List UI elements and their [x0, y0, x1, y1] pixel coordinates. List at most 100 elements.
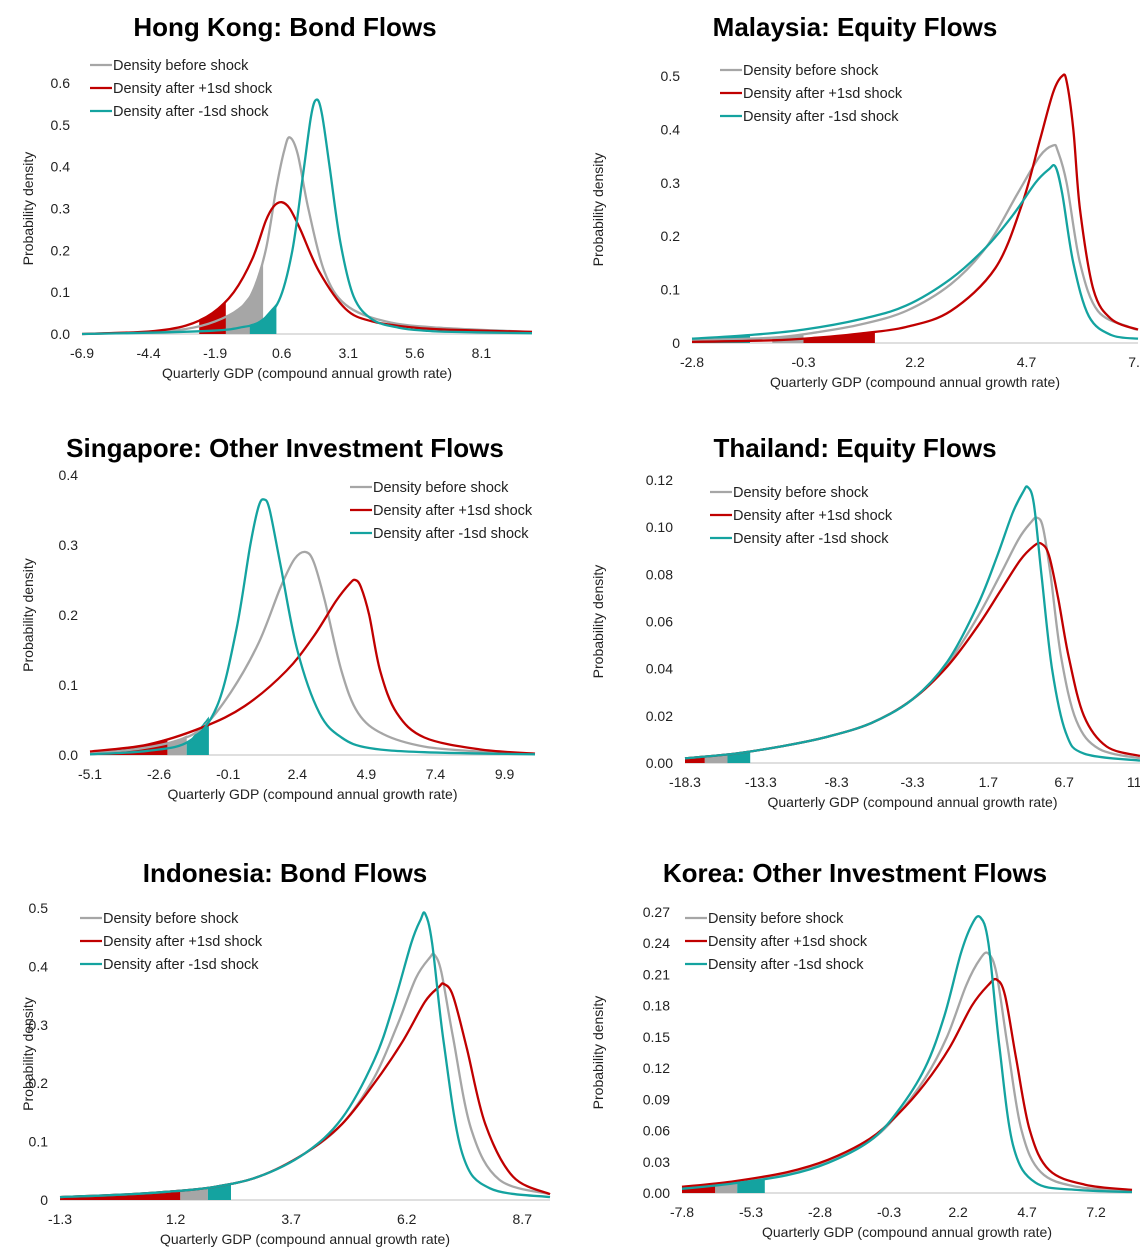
x-tick-label: -7.8	[670, 1204, 694, 1220]
y-tick-label: 0.4	[661, 121, 681, 137]
y-tick-label: 0.12	[643, 1060, 670, 1076]
series-line-before	[681, 951, 1133, 1193]
x-tick-label: 2.4	[288, 766, 308, 782]
y-tick-label: 0.00	[643, 1185, 670, 1201]
series-line-plus-shock	[89, 578, 536, 755]
chart-panel-malaysia-equity-flows: Malaysia: Equity Flows 0 0.1 0.2 0.3 0.4 0.5 -2…	[570, 0, 1140, 400]
y-axis-label: Probability density	[590, 996, 606, 1110]
legend-label: Density after -1sd shock	[103, 957, 259, 973]
legend-label: Density before shock	[733, 485, 869, 501]
y-tick-label: 0.15	[643, 1029, 670, 1045]
y-tick-label: 0.5	[51, 117, 71, 133]
x-tick-label: -1.9	[203, 345, 227, 361]
x-tick-label: -2.8	[680, 354, 704, 370]
y-tick-label: 0.4	[29, 958, 49, 974]
y-tick-label: 0.2	[59, 607, 79, 623]
y-axis-label: Probability density	[20, 558, 36, 672]
series-line-plus-shock	[691, 73, 1139, 344]
y-tick-label: 0.03	[643, 1154, 670, 1170]
series-line-plus-shock	[81, 201, 533, 336]
chart-svg: 0.0 0.1 0.2 0.3 0.4 0.5 0.6 -6.9 -4.4 -1.9 0.6 3.1 5…	[20, 58, 533, 381]
legend-label: Density after -1sd shock	[373, 526, 529, 542]
chart-panel-singapore-other-investment-flows: Singapore: Other Investment Flows 0.0 0.1 0…	[0, 425, 570, 825]
x-tick-label: 1.2	[166, 1211, 186, 1227]
legend-label: Density before shock	[103, 911, 239, 927]
x-tick-label: -4.4	[137, 345, 161, 361]
chart-svg: 0 0.1 0.2 0.3 0.4 0.5 -2.8 -0.3 2.2 4.7 7.2 Quarter…	[590, 63, 1140, 390]
chart-title: Singapore: Other Investment Flows	[66, 433, 504, 463]
x-tick-label: -5.3	[739, 1204, 763, 1220]
legend-label: Density after +1sd shock	[743, 86, 903, 102]
x-tick-label: 8.1	[472, 345, 492, 361]
y-tick-label: 0.08	[646, 566, 673, 582]
chart-svg: 0.00 0.03 0.06 0.09 0.12 0.15 0.18 0.21 0.24 0.27…	[590, 904, 1133, 1240]
y-tick-label: 0.06	[646, 614, 673, 630]
x-tick-label: 0.6	[272, 345, 292, 361]
y-tick-label: 0.6	[51, 75, 71, 91]
x-tick-label: -18.3	[669, 774, 701, 790]
x-axis-label: Quarterly GDP (compound annual growth ra…	[762, 1224, 1052, 1240]
x-tick-label: -2.6	[147, 766, 171, 782]
legend-label: Density after -1sd shock	[743, 109, 899, 125]
legend-label: Density after -1sd shock	[113, 104, 269, 120]
y-tick-label: 0.18	[643, 998, 670, 1014]
y-tick-label: 0.3	[29, 1017, 49, 1033]
chart-title: Indonesia: Bond Flows	[142, 858, 428, 888]
legend-label: Density after -1sd shock	[733, 531, 889, 547]
legend-label: Density after +1sd shock	[373, 503, 533, 519]
y-tick-label: 0.21	[643, 966, 670, 982]
series-line-minus-shock	[81, 98, 533, 336]
x-tick-label: -3.3	[900, 774, 924, 790]
series-line-before	[89, 550, 536, 755]
y-tick-label: 0	[40, 1192, 48, 1208]
y-tick-label: 0.0	[59, 747, 79, 763]
y-tick-label: 0.5	[29, 900, 49, 916]
x-axis-label: Quarterly GDP (compound annual growth ra…	[768, 794, 1058, 810]
chart-svg: 0.00 0.02 0.04 0.06 0.08 0.10 0.12 -18.3 -13.3 -8…	[590, 472, 1140, 810]
x-tick-label: -0.3	[877, 1204, 901, 1220]
x-tick-label: -13.3	[745, 774, 777, 790]
y-tick-label: 0.0	[51, 326, 71, 342]
legend-label: Density before shock	[373, 480, 509, 496]
series-line-minus-shock	[681, 915, 1133, 1194]
x-tick-label: 6.2	[397, 1211, 417, 1227]
chart-panel-thailand-equity-flows: Thailand: Equity Flows 0.00 0.02 0.04 0.06 0.…	[570, 425, 1140, 825]
legend-label: Density before shock	[708, 911, 844, 927]
tail-shade-before	[215, 258, 264, 334]
x-tick-label: 6.7	[1054, 774, 1074, 790]
x-tick-label: 2.2	[905, 354, 925, 370]
y-tick-label: 0.02	[646, 708, 673, 724]
y-tick-label: 0.5	[661, 68, 681, 84]
x-tick-label: -0.1	[216, 766, 240, 782]
legend-label: Density after -1sd shock	[708, 957, 864, 973]
y-tick-label: 0.09	[643, 1091, 670, 1107]
x-tick-label: -2.8	[808, 1204, 832, 1220]
x-tick-label: -8.3	[825, 774, 849, 790]
chart-svg: 0.0 0.1 0.2 0.3 0.4 -5.1 -2.6 -0.1 2.4 4.9 7.4 9.9 Q…	[20, 467, 536, 802]
series-line-before	[81, 136, 533, 336]
legend-label: Density before shock	[113, 58, 249, 74]
x-tick-label: -5.1	[78, 766, 102, 782]
y-tick-label: 0.2	[661, 228, 681, 244]
legend-label: Density after +1sd shock	[733, 508, 893, 524]
legend-label: Density after +1sd shock	[103, 934, 263, 950]
x-axis-label: Quarterly GDP (compound annual growth ra…	[162, 365, 452, 381]
x-tick-label: 4.7	[1017, 354, 1037, 370]
x-tick-label: 5.6	[405, 345, 425, 361]
y-tick-label: 0.00	[646, 755, 673, 771]
y-tick-label: 0.10	[646, 519, 673, 535]
y-axis-label: Probability density	[590, 565, 606, 679]
x-tick-label: 3.1	[339, 345, 359, 361]
y-tick-label: 0.1	[661, 282, 681, 298]
y-tick-label: 0.4	[51, 159, 71, 175]
series-line-minus-shock	[89, 498, 536, 756]
y-tick-label: 0.1	[51, 284, 71, 300]
x-tick-label: 9.9	[495, 766, 515, 782]
legend-label: Density after +1sd shock	[113, 81, 273, 97]
x-axis-label: Quarterly GDP (compound annual growth ra…	[770, 374, 1060, 390]
chart-svg: 0 0.1 0.2 0.3 0.4 0.5 -1.3 1.2 3.7 6.2 8.7 Quarterl…	[20, 900, 551, 1247]
y-axis-label: Probability density	[590, 153, 606, 267]
legend-label: Density before shock	[743, 63, 879, 79]
y-tick-label: 0.04	[646, 661, 673, 677]
y-tick-label: 0.1	[29, 1134, 49, 1150]
